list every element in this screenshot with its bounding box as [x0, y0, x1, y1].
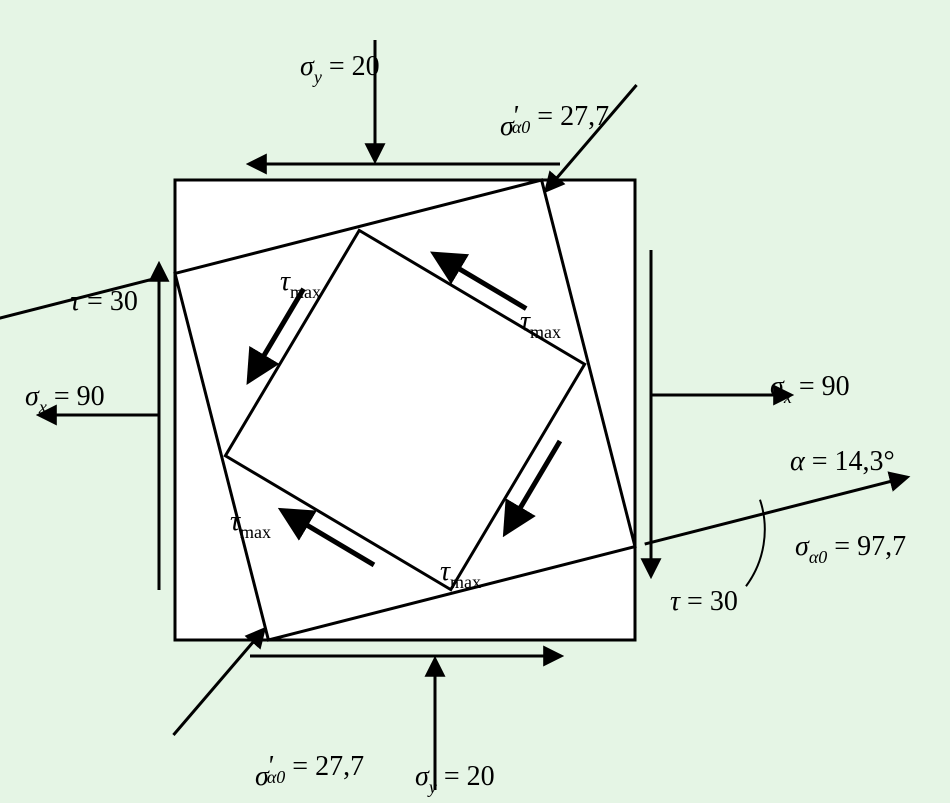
label-sigma-y-top: σy = 20 [300, 51, 380, 87]
label-sigma-x-right: σx = 90 [770, 371, 850, 407]
label-tau-upper-left: τ = 30 [70, 286, 138, 317]
label-sigma-x-left: σx = 90 [25, 381, 105, 417]
label-tau-lower-right: τ = 30 [670, 586, 738, 617]
stress-element-diagram: σy = 20 σy = 20 σx = 90 σx = 90 τ = 30 τ = 30… [0, 0, 950, 803]
outer-element [175, 180, 635, 640]
label-sigma-y-bottom: σy = 20 [415, 761, 495, 797]
label-alpha: α = 14,3° [790, 446, 895, 477]
